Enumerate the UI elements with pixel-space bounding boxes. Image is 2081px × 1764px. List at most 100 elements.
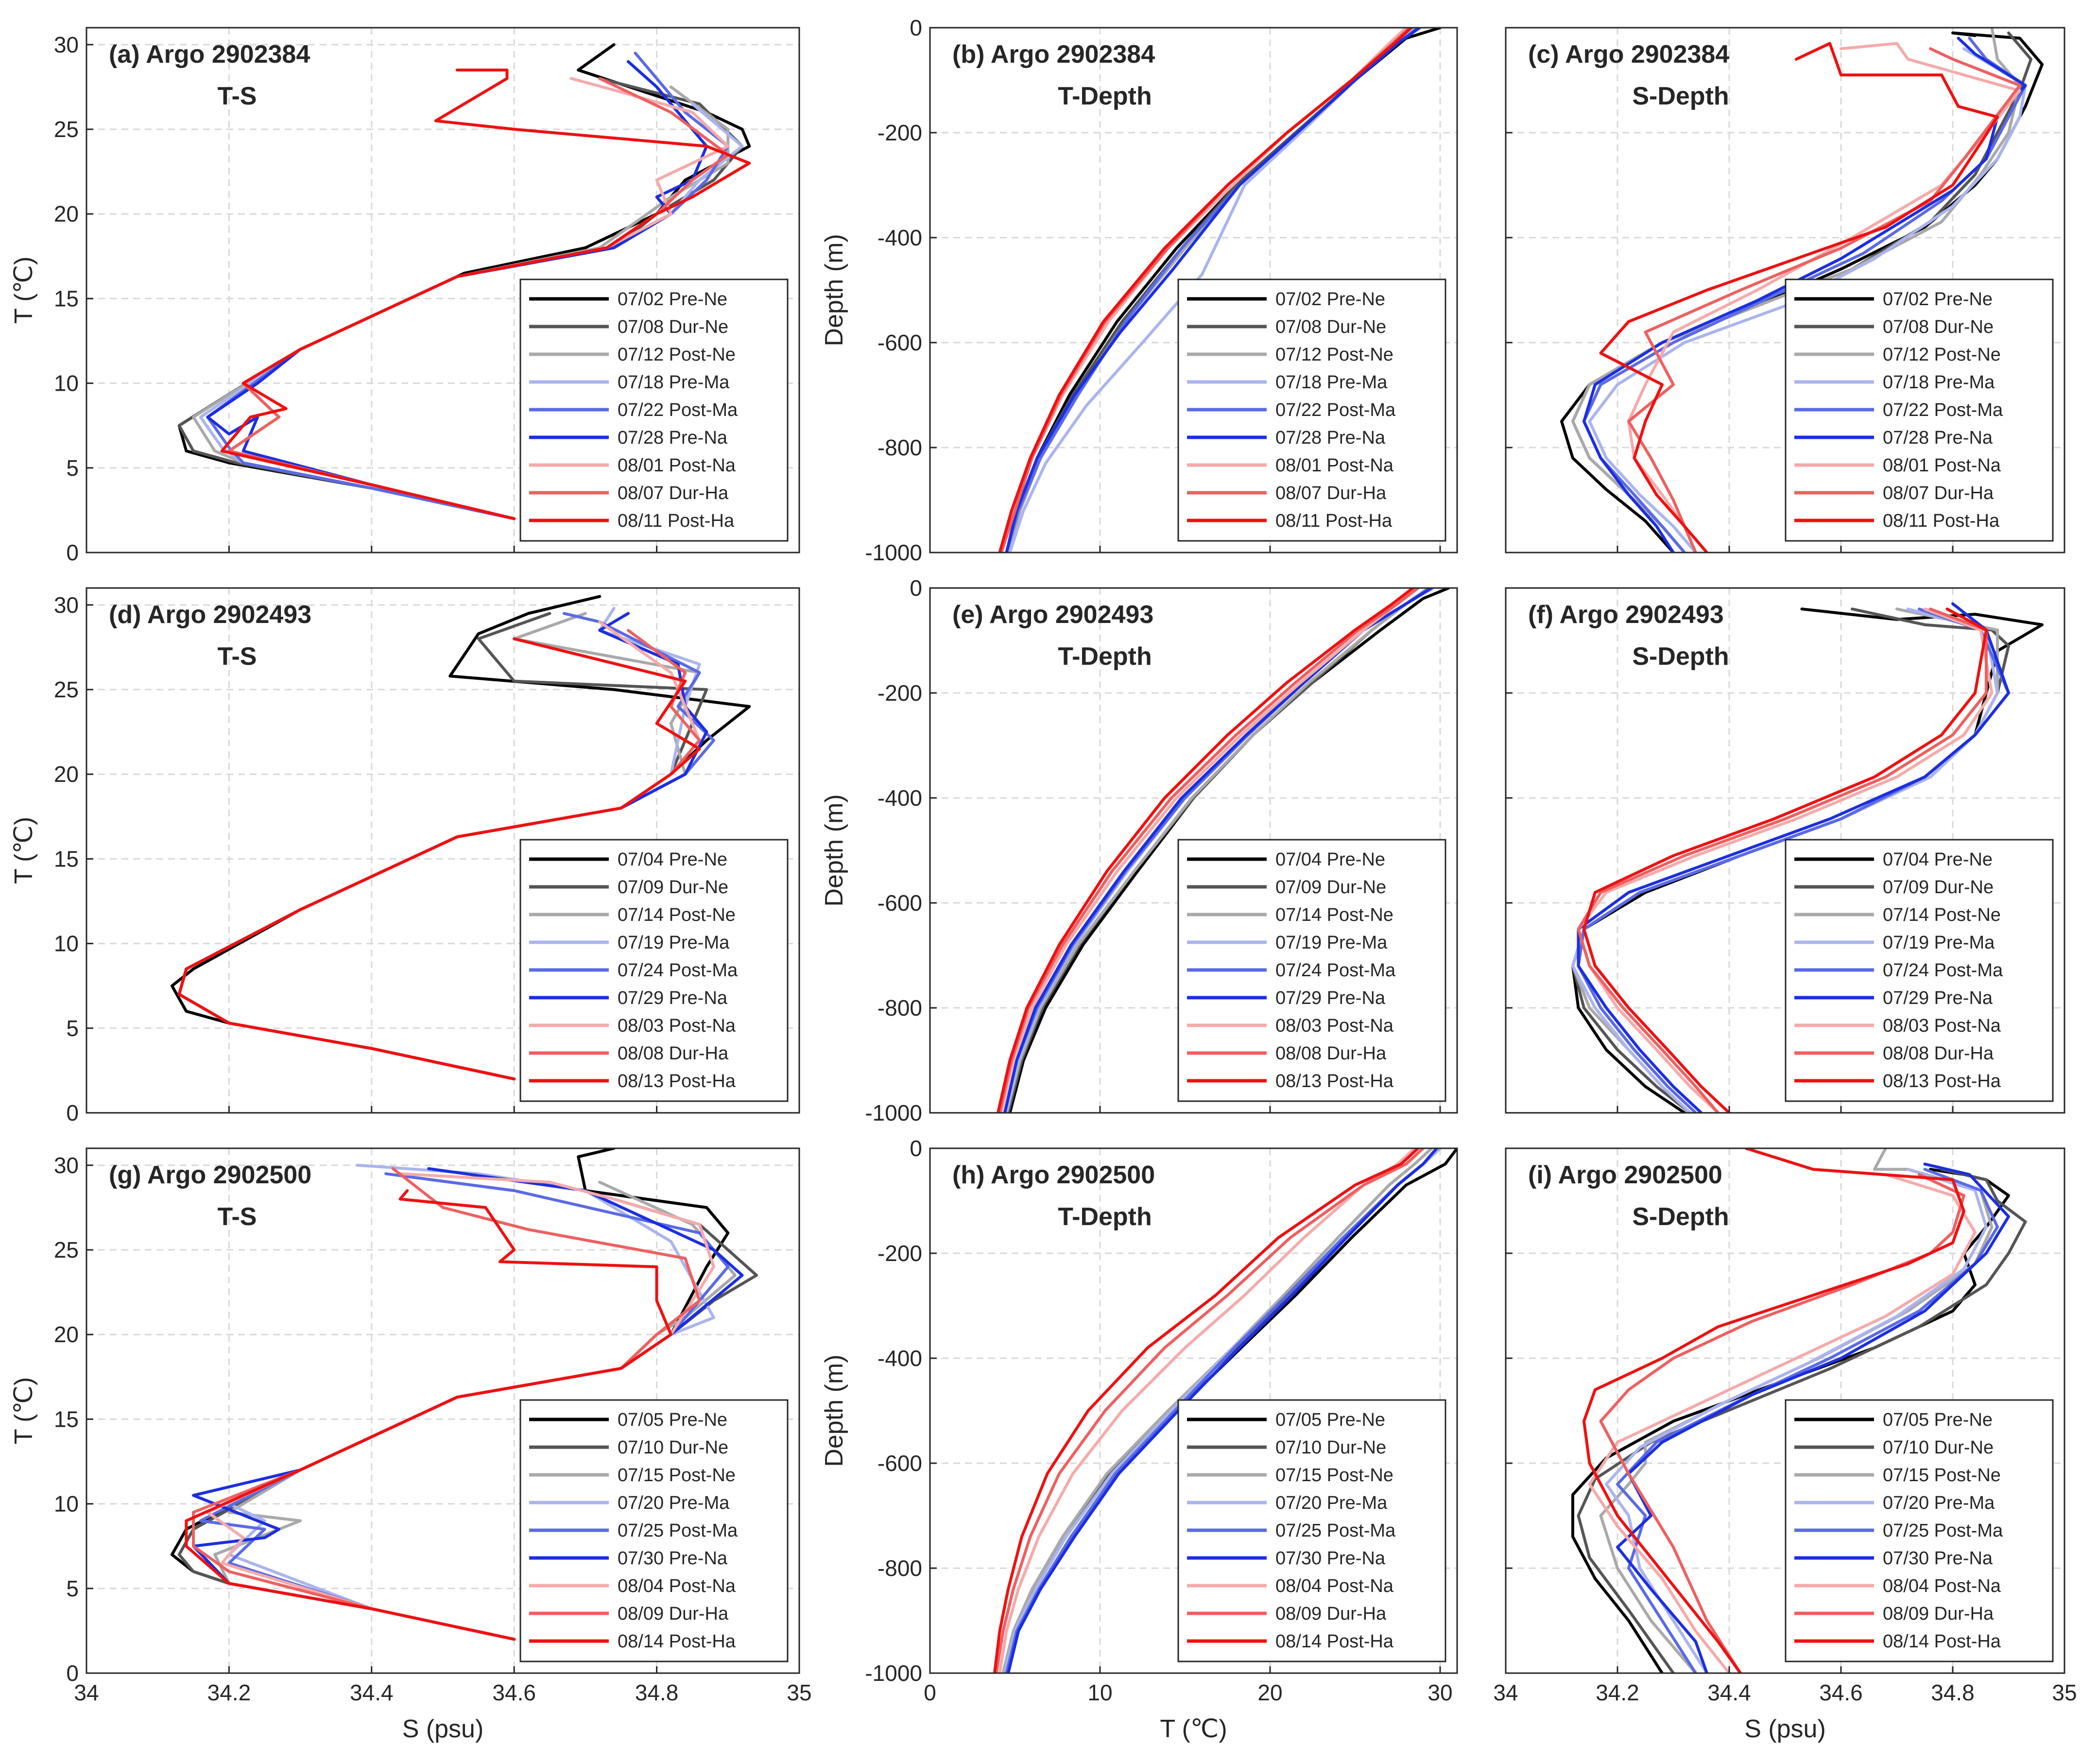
legend-entry: 08/08 Dur-Ha xyxy=(1275,1043,1387,1064)
x-axis-label: S (psu) xyxy=(1744,1715,1826,1743)
y-tick-label: -1000 xyxy=(865,540,922,565)
legend-entry: 08/14 Post-Ha xyxy=(1275,1631,1394,1652)
y-tick-label: 25 xyxy=(54,1237,79,1262)
y-tick-label: 10 xyxy=(54,1491,79,1517)
panel-b: -1000 -800 -600 -400 -200 0 Depth (m) (b) Argo … xyxy=(820,15,1458,565)
y-tick-label: 25 xyxy=(54,677,79,702)
x-tick-label: 34.4 xyxy=(1707,1680,1751,1705)
panel-c: (c) Argo 2902384 S-Depth 07/02 Pre-Ne 07/08… xyxy=(1505,27,2065,553)
legend-entry: 07/12 Post-Ne xyxy=(1275,345,1393,365)
y-axis-label: Depth (m) xyxy=(820,1354,848,1467)
legend-entry: 07/14 Post-Ne xyxy=(618,905,736,925)
legend-entry: 07/28 Pre-Na xyxy=(618,428,728,448)
series-line-a-0 xyxy=(177,43,751,520)
x-tick-label: 34 xyxy=(1493,1680,1518,1705)
legend-entry: 07/02 Pre-Ne xyxy=(1883,289,1993,310)
x-axis-label: S (psu) xyxy=(402,1715,484,1743)
legend-entry: 07/24 Post-Ma xyxy=(1883,960,2003,981)
series-line-h-7 xyxy=(995,1148,1425,1673)
legend-entry: 08/07 Dur-Ha xyxy=(618,483,729,503)
legend-entry: 08/07 Dur-Ha xyxy=(1275,483,1387,503)
y-tick-label: 15 xyxy=(54,1406,79,1432)
y-tick-label: 25 xyxy=(54,117,79,142)
legend-entry: 08/01 Post-Na xyxy=(1883,455,2001,476)
series-line-b-8 xyxy=(998,28,1413,553)
legend-entry: 07/09 Dur-Ne xyxy=(618,877,728,898)
y-tick-label: 10 xyxy=(54,371,79,396)
legend-entry: 08/13 Post-Ha xyxy=(1275,1071,1394,1091)
legend-entry: 07/02 Pre-Ne xyxy=(1275,289,1385,310)
y-tick-label: 20 xyxy=(54,201,79,226)
panel-a: 0 5 10 15 20 25 30 T (℃) (a) Argo 2902384 T-S 07/0… xyxy=(10,27,800,565)
legend-entry: 08/11 Post-Ha xyxy=(618,511,735,531)
series-line-i-8 xyxy=(1582,1148,1965,1673)
y-tick-label: 0 xyxy=(910,575,922,601)
y-tick-label: 15 xyxy=(54,286,79,311)
panel-title: (c) Argo 2902384 xyxy=(1528,40,1729,69)
y-tick-label: 0 xyxy=(66,1100,79,1125)
axes-frame xyxy=(929,27,1458,553)
legend-entry: 08/04 Post-Na xyxy=(1883,1576,2001,1596)
legend-entry: 08/14 Post-Ha xyxy=(618,1631,736,1652)
x-tick-label: 10 xyxy=(1087,1680,1112,1705)
legend-entry: 07/22 Post-Ma xyxy=(618,400,738,420)
legend-entry: 07/22 Post-Ma xyxy=(1883,400,2003,420)
series-group xyxy=(1560,28,2044,553)
series-line-c-3 xyxy=(1588,47,2027,553)
legend-entry: 07/15 Post-Ne xyxy=(618,1465,736,1486)
y-tick-label: -800 xyxy=(877,995,922,1020)
panel-title: (i) Argo 2902500 xyxy=(1528,1161,1722,1189)
legend-entry: 08/13 Post-Ha xyxy=(618,1071,736,1091)
legend-entry: 07/30 Pre-Na xyxy=(618,1548,728,1569)
panel-subtitle: S-Depth xyxy=(1632,1203,1729,1231)
series-group xyxy=(993,1148,1457,1673)
y-axis-label: T (℃) xyxy=(10,817,38,884)
x-tick-label: 35 xyxy=(787,1680,811,1705)
x-tick-label: 35 xyxy=(2052,1680,2077,1705)
legend-entry: 07/30 Pre-Na xyxy=(1275,1548,1386,1569)
legend-entry: 07/29 Pre-Na xyxy=(1275,988,1386,1008)
series-line-f-5 xyxy=(1577,602,2010,1113)
legend-entry: 07/05 Pre-Ne xyxy=(1883,1410,1993,1430)
legend-entry: 07/25 Post-Ma xyxy=(618,1521,738,1541)
legend-entry: 08/04 Post-Na xyxy=(1275,1576,1394,1596)
panel-title: (h) Argo 2902500 xyxy=(952,1161,1155,1189)
series-line-c-4 xyxy=(1582,36,2027,553)
y-tick-label: 10 xyxy=(54,931,79,956)
legend-entry: 07/14 Post-Ne xyxy=(1275,905,1393,925)
legend-entry: 07/08 Dur-Ne xyxy=(618,317,728,337)
x-tick-label: 34.4 xyxy=(350,1680,394,1705)
y-axis-label: T (℃) xyxy=(10,257,38,324)
series-line-i-5 xyxy=(1616,1162,2010,1673)
y-axis-label: T (℃) xyxy=(10,1377,38,1444)
panel-subtitle: T-S xyxy=(218,82,257,110)
legend-entry: 08/09 Dur-Ha xyxy=(1275,1604,1387,1624)
legend: 07/02 Pre-Ne 07/08 Dur-Ne 07/12 Post-Ne 07/… xyxy=(1177,278,1446,542)
y-tick-label: 30 xyxy=(54,592,79,618)
x-tick-label: 34.2 xyxy=(207,1680,251,1705)
legend-entry: 07/04 Pre-Ne xyxy=(1275,849,1385,870)
x-tick-label: 34 xyxy=(74,1680,99,1705)
legend-entry: 08/09 Dur-Ha xyxy=(1883,1604,1994,1624)
series-line-h-5 xyxy=(1007,1148,1438,1673)
legend: 07/04 Pre-Ne 07/09 Dur-Ne 07/14 Post-Ne 07/… xyxy=(1785,839,2054,1102)
panel-subtitle: T-S xyxy=(218,1203,257,1231)
legend-entry: 07/29 Pre-Na xyxy=(618,988,728,1008)
legend-entry: 07/25 Post-Ma xyxy=(1275,1521,1396,1541)
series-group xyxy=(171,1148,758,1641)
y-tick-label: 5 xyxy=(66,1576,79,1601)
panel-title: (b) Argo 2902384 xyxy=(952,40,1155,69)
legend-box xyxy=(519,839,789,1102)
y-tick-label: -200 xyxy=(877,1241,922,1266)
y-tick-label: -400 xyxy=(877,1346,922,1371)
legend-entry: 07/10 Dur-Ne xyxy=(618,1437,728,1458)
panel-subtitle: T-Depth xyxy=(1058,642,1152,671)
x-tick-label: 34.2 xyxy=(1596,1680,1639,1705)
legend: 07/02 Pre-Ne 07/08 Dur-Ne 07/12 Post-Ne 07/… xyxy=(1785,278,2054,542)
y-tick-label: 0 xyxy=(910,1136,922,1161)
y-tick-label: -600 xyxy=(877,330,922,355)
panel-h: 0 10 20 30 -1000 -800 -600 -400 -200 0 Depth (m) T … xyxy=(820,1136,1458,1743)
legend-entry: 07/28 Pre-Na xyxy=(1883,428,1993,448)
series-group xyxy=(1571,1148,2027,1673)
series-line-e-8 xyxy=(997,588,1414,1113)
